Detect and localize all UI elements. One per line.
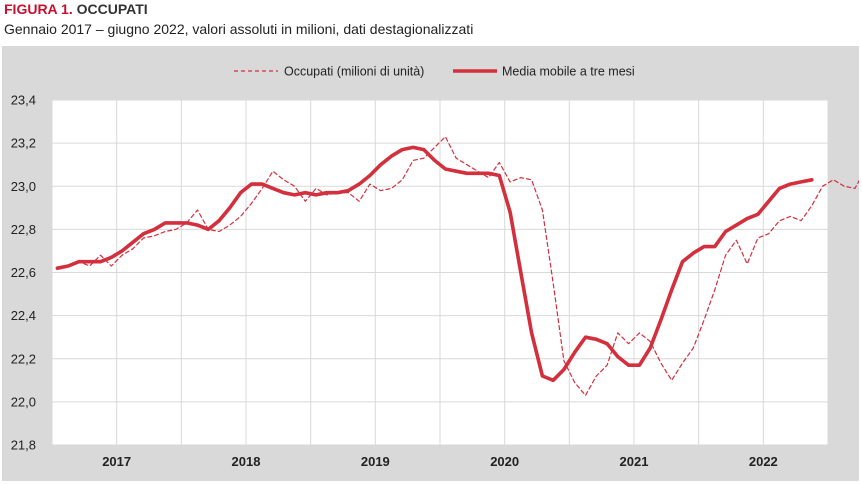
y-axis-tick-labels: 21,8 22,0 22,2 22,4 22,6 22,8 23,0 23,2 23,4	[11, 93, 36, 453]
series-line-occupati	[56, 136, 859, 396]
legend: Occupati (milioni di unità) Media mobile …	[234, 65, 635, 79]
year-label: 2019	[361, 454, 390, 469]
y-tick-label: 22,2	[11, 351, 36, 366]
line-chart: 21,8 22,0 22,2 22,4 22,6 22,8 23,0 23,2 23,4 201…	[11, 65, 859, 469]
x-axis-year-labels: 2017 2018 2019 2020 2021 2022	[102, 454, 778, 469]
year-label: 2018	[232, 454, 261, 469]
y-tick-label: 23,0	[11, 179, 36, 194]
legend-label-occupati: Occupati (milioni di unità)	[284, 65, 424, 79]
figure-title-text: OCCUPATI	[76, 1, 148, 17]
y-tick-label: 23,4	[11, 93, 36, 108]
data-series	[55, 136, 859, 396]
year-label: 2017	[102, 454, 131, 469]
year-label: 2021	[620, 454, 649, 469]
series-line-media-mobile	[55, 145, 814, 383]
grid-lines	[51, 99, 829, 446]
figure-title: FIGURA 1. OCCUPATI	[4, 1, 148, 17]
year-label: 2022	[749, 454, 778, 469]
y-tick-label: 22,8	[11, 222, 36, 237]
y-tick-label: 21,8	[11, 438, 36, 453]
figure-subtitle: Gennaio 2017 – giugno 2022, valori assol…	[4, 21, 474, 37]
year-label: 2020	[490, 454, 519, 469]
y-tick-label: 23,2	[11, 136, 36, 151]
figure-number: FIGURA 1.	[4, 1, 73, 17]
legend-label-media-mobile: Media mobile a tre mesi	[502, 65, 635, 79]
y-tick-label: 22,0	[11, 394, 36, 409]
y-tick-label: 22,6	[11, 265, 36, 280]
y-tick-label: 22,4	[11, 308, 36, 323]
chart-panel: 21,8 22,0 22,2 22,4 22,6 22,8 23,0 23,2 23,4 201…	[2, 46, 859, 481]
